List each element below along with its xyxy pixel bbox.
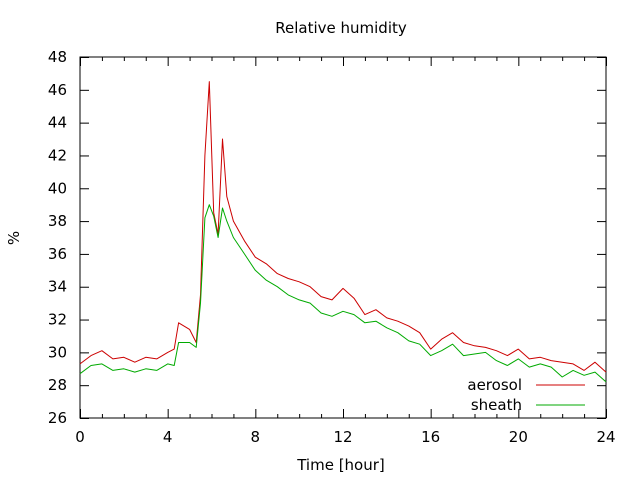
plot-area: 0 4 8 12 16 20 24262830323436384042444648aeros…	[48, 48, 616, 446]
x-tick-label: 0	[75, 428, 85, 446]
plot-frame	[79, 56, 607, 419]
chart-title: Relative humidity	[275, 19, 407, 37]
y-tick-label: 40	[48, 179, 67, 197]
x-tick-label: 16	[421, 428, 440, 446]
legend-label-sheath: sheath	[471, 396, 522, 414]
y-tick-label: 30	[48, 343, 67, 361]
y-tick-label: 32	[48, 311, 67, 329]
x-tick-label: 4	[163, 428, 173, 446]
series-line-aerosol	[79, 81, 607, 373]
y-axis-label: %	[5, 231, 23, 245]
series-line-sheath	[79, 204, 607, 383]
y-tick-label: 42	[48, 146, 67, 164]
y-tick-label: 44	[48, 114, 67, 132]
x-tick-label: 12	[333, 428, 352, 446]
x-tick-label: 24	[596, 428, 615, 446]
y-tick-label: 26	[48, 409, 67, 427]
y-tick-label: 48	[48, 48, 67, 66]
x-tick-label: 20	[509, 428, 528, 446]
y-tick-label: 38	[48, 212, 67, 230]
y-tick-label: 46	[48, 81, 67, 99]
y-tick-label: 28	[48, 376, 67, 394]
x-axis-label: Time [hour]	[296, 456, 385, 474]
y-tick-label: 34	[48, 278, 67, 296]
legend-label-aerosol: aerosol	[467, 376, 522, 394]
y-tick-label: 36	[48, 245, 67, 263]
x-tick-label: 8	[251, 428, 261, 446]
